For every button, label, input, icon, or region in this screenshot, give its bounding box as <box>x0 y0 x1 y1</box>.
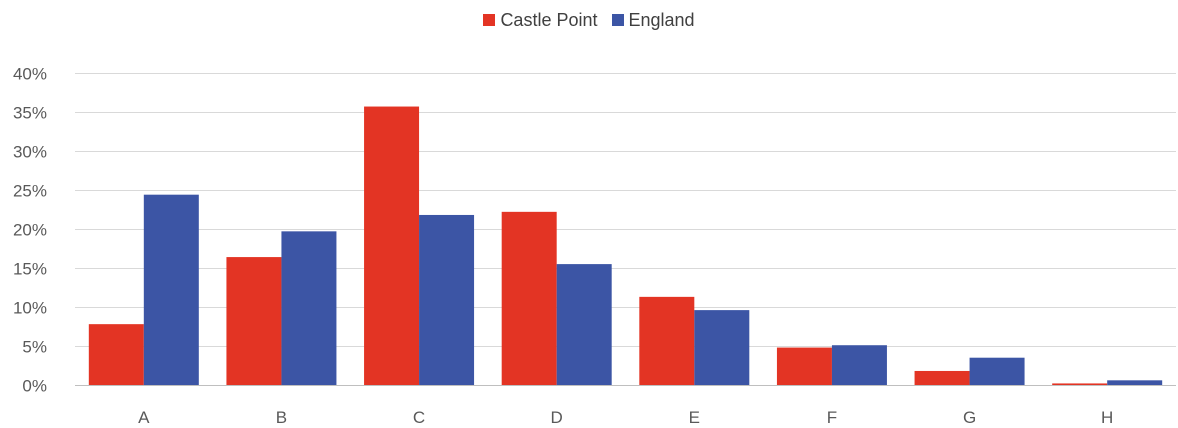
y-tick-label: 35% <box>13 104 47 123</box>
y-tick-label: 15% <box>13 260 47 279</box>
legend-swatch-castle-point <box>483 14 496 26</box>
x-tick-label: B <box>276 408 287 427</box>
x-tick-label: G <box>963 408 976 427</box>
legend-label-castle-point: Castle Point <box>500 9 598 30</box>
bar-england-d <box>556 264 612 385</box>
bar-england-g <box>969 357 1025 385</box>
bar-castle-point-h <box>1052 383 1108 385</box>
x-tick-label: A <box>138 408 150 427</box>
legend-item-england: England <box>611 9 695 31</box>
chart-legend: Castle Point England <box>0 8 1178 32</box>
bar-castle-point-c <box>364 106 420 385</box>
legend-item-castle-point: Castle Point <box>483 9 598 31</box>
bar-castle-point-a <box>88 324 144 385</box>
x-tick-label: E <box>689 408 700 427</box>
y-axis-labels: 0% 5% 10% 15% 20% 25% 30% 35% 40% <box>13 65 47 396</box>
bar-england-e <box>694 310 750 385</box>
bar-castle-point-d <box>501 211 557 385</box>
bars <box>88 106 1163 385</box>
y-tick-label: 5% <box>22 338 47 357</box>
x-tick-label: H <box>1101 408 1113 427</box>
bar-england-c <box>419 214 475 385</box>
bar-castle-point-e <box>639 296 695 385</box>
x-tick-label: F <box>827 408 837 427</box>
bar-england-f <box>831 345 887 385</box>
bar-castle-point-g <box>914 370 970 385</box>
bar-england-h <box>1107 380 1163 385</box>
y-tick-label: 40% <box>13 65 47 84</box>
bar-castle-point-f <box>776 347 832 385</box>
y-tick-label: 20% <box>13 221 47 240</box>
y-tick-label: 0% <box>22 377 47 396</box>
bar-england-a <box>143 194 199 385</box>
y-tick-label: 10% <box>13 299 47 318</box>
x-tick-label: D <box>551 408 563 427</box>
x-axis-labels: A B C D E F G H <box>138 408 1113 427</box>
y-tick-label: 25% <box>13 182 47 201</box>
bar-england-b <box>281 231 337 385</box>
bar-castle-point-b <box>226 257 282 385</box>
y-tick-label: 30% <box>13 143 47 162</box>
x-tick-label: C <box>413 408 425 427</box>
legend-label-england: England <box>628 9 695 30</box>
legend-swatch-england <box>611 14 624 26</box>
